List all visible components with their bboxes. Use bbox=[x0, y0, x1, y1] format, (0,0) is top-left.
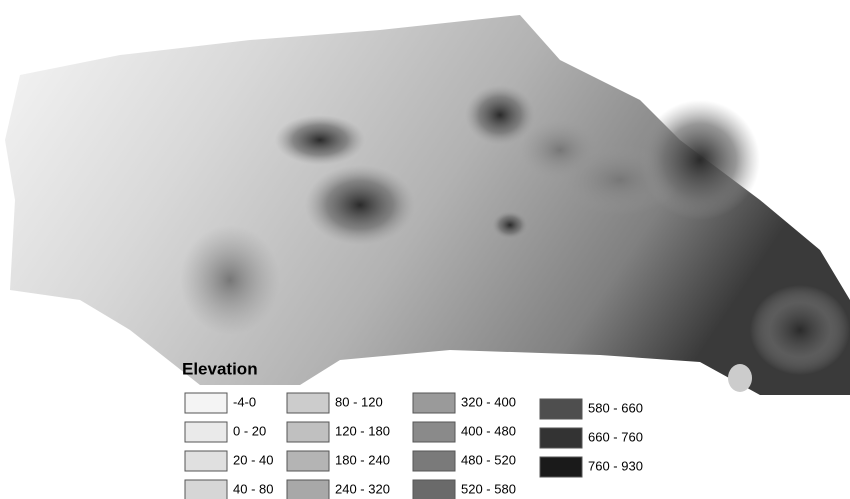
terrain bbox=[5, 15, 850, 395]
legend-swatch bbox=[539, 456, 583, 478]
legend-label: 400 - 480 bbox=[461, 423, 516, 438]
legend-label: 480 - 520 bbox=[461, 452, 516, 467]
legend-label: 20 - 40 bbox=[233, 452, 273, 467]
legend-swatch bbox=[286, 392, 330, 414]
legend-label: 660 - 760 bbox=[588, 429, 643, 444]
legend-label: 120 - 180 bbox=[335, 423, 390, 438]
legend-label: 180 - 240 bbox=[335, 452, 390, 467]
legend-swatch bbox=[412, 421, 456, 443]
legend-label: 580 - 660 bbox=[588, 400, 643, 415]
legend-label: 40 - 80 bbox=[233, 481, 273, 496]
legend-swatch bbox=[539, 398, 583, 420]
legend-swatch bbox=[286, 421, 330, 443]
legend-swatch bbox=[412, 450, 456, 472]
legend-label: 80 - 120 bbox=[335, 394, 383, 409]
legend-swatch bbox=[286, 479, 330, 499]
legend-swatch bbox=[184, 392, 228, 414]
legend: -4-0 0 - 20 20 - 40 40 - 80 80 - 120 120 - 18… bbox=[184, 392, 643, 499]
legend-swatch bbox=[539, 427, 583, 449]
legend-label: 320 - 400 bbox=[461, 394, 516, 409]
legend-label: 520 - 580 bbox=[461, 481, 516, 496]
legend-title: Elevation bbox=[182, 359, 258, 378]
legend-swatch bbox=[412, 479, 456, 499]
legend-swatch bbox=[184, 421, 228, 443]
legend-swatch bbox=[412, 392, 456, 414]
legend-swatch bbox=[184, 479, 228, 499]
legend-label: 760 - 930 bbox=[588, 458, 643, 473]
legend-label: 240 - 320 bbox=[335, 481, 390, 496]
legend-swatch bbox=[184, 450, 228, 472]
legend-label: -4-0 bbox=[233, 394, 256, 409]
legend-label: 0 - 20 bbox=[233, 423, 266, 438]
legend-swatch bbox=[286, 450, 330, 472]
